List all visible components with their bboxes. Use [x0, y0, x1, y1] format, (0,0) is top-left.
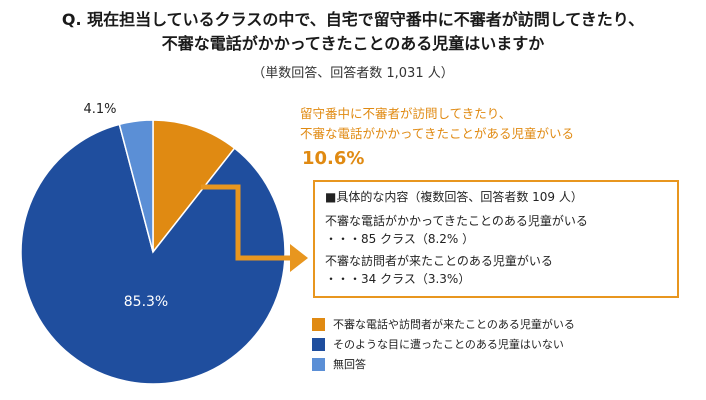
legend-item: 不審な電話や訪問者が来たことのある児童がいる — [312, 314, 575, 334]
detail-heading: ■具体的な内容（複数回答、回答者数 109 人） — [325, 190, 583, 204]
detail-item-value: ・・・85 クラス（8.2% ） — [325, 232, 475, 246]
chart-subtitle: （単数回答、回答者数 1,031 人） — [252, 66, 454, 81]
chart-title: Q. 現在担当しているクラスの中で、自宅で留守番中に不審者が訪問してきたり、 不… — [0, 8, 706, 56]
legend-item: そのような目に遭ったことのある児童はいない — [312, 334, 575, 354]
chart-title-line2: 不審な電話がかかってきたことのある児童はいますか — [161, 34, 545, 53]
detail-box: ■具体的な内容（複数回答、回答者数 109 人） 不審な電話がかかってきたことの… — [313, 180, 679, 298]
detail-item-text: 不審な訪問者が来たことのある児童がいる — [325, 254, 553, 268]
callout-heading-line1: 留守番中に不審者が訪問してきたり、 — [300, 106, 512, 121]
legend-swatch — [312, 337, 325, 351]
pie-slice-has-incident — [152, 119, 236, 255]
pie-slice-no-answer — [118, 119, 154, 253]
detail-item-value: ・・・34 クラス（3.3%） — [325, 272, 471, 286]
callout-arrow-head — [290, 244, 308, 272]
legend-item: 無回答 — [312, 354, 575, 374]
slice-label-none: 85.3% — [124, 294, 168, 310]
callout-arrow-line — [201, 184, 292, 261]
chart-title-line1: Q. 現在担当しているクラスの中で、自宅で留守番中に不審者が訪問してきたり、 — [61, 10, 645, 29]
legend-label: そのような目に遭ったことのある児童はいない — [333, 338, 564, 351]
callout-heading-line2: 不審な電話がかかってきたことがある児童がいる — [300, 126, 575, 141]
legend-swatch — [312, 317, 325, 331]
legend-label: 無回答 — [333, 358, 366, 371]
detail-item-text: 不審な電話がかかってきたことのある児童がいる — [325, 214, 588, 228]
detail-item: 不審な訪問者が来たことのある児童がいる ・・・34 クラス（3.3%） — [325, 252, 667, 288]
legend: 不審な電話や訪問者が来たことのある児童がいる そのような目に遭ったことのある児童… — [312, 314, 575, 374]
legend-swatch — [312, 357, 325, 371]
legend-label: 不審な電話や訪問者が来たことのある児童がいる — [333, 318, 575, 331]
callout-percent: 10.6% — [302, 148, 365, 169]
callout-heading: 留守番中に不審者が訪問してきたり、 不審な電話がかかってきたことがある児童がいる — [300, 104, 574, 144]
slice-label-no-answer: 4.1% — [83, 102, 116, 117]
detail-item: 不審な電話がかかってきたことのある児童がいる ・・・85 クラス（8.2% ） — [325, 212, 667, 248]
pie-slices — [20, 119, 286, 385]
